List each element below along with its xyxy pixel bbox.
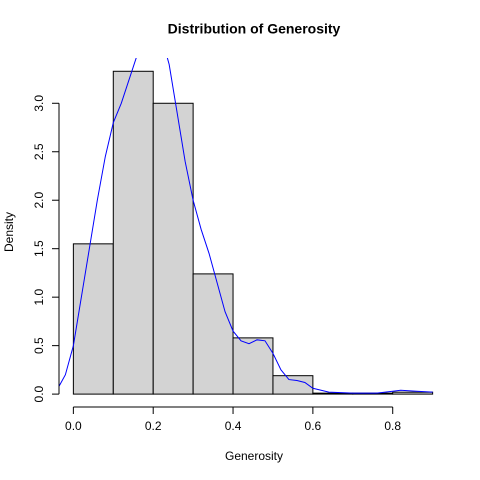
y-tick-label: 3.0 xyxy=(32,95,46,112)
y-axis-label: Density xyxy=(2,212,16,252)
bars xyxy=(72,70,434,395)
y-tick-label: 0.0 xyxy=(32,385,46,402)
y-tick-label: 0.5 xyxy=(32,337,46,354)
x-tick-label: 0.4 xyxy=(225,419,242,433)
x-tick-label: 0.8 xyxy=(384,419,401,433)
density-line xyxy=(59,58,433,394)
bar xyxy=(72,243,114,395)
x-axis-label: Generosity xyxy=(225,449,283,463)
density-curve xyxy=(59,58,433,394)
x-tick-label: 0.2 xyxy=(145,419,162,433)
y-tick-label: 1.0 xyxy=(32,288,46,305)
bar xyxy=(192,273,234,395)
bar xyxy=(392,391,434,395)
axes: 0.0 0.2 0.4 0.6 0.8 0.0 0.5 1.0 1.5 2.0 2.5 3.0 xyxy=(32,95,401,434)
bar xyxy=(272,375,314,395)
y-tick-label: 2.5 xyxy=(32,143,46,160)
y-tick-label: 1.5 xyxy=(32,240,46,257)
bar xyxy=(112,70,154,395)
x-tick-label: 0.0 xyxy=(65,419,82,433)
bar xyxy=(152,102,194,395)
chart-title: Distribution of Generosity xyxy=(168,21,341,37)
y-tick-label: 2.0 xyxy=(32,192,46,209)
x-tick-label: 0.6 xyxy=(305,419,322,433)
bar xyxy=(232,337,274,395)
